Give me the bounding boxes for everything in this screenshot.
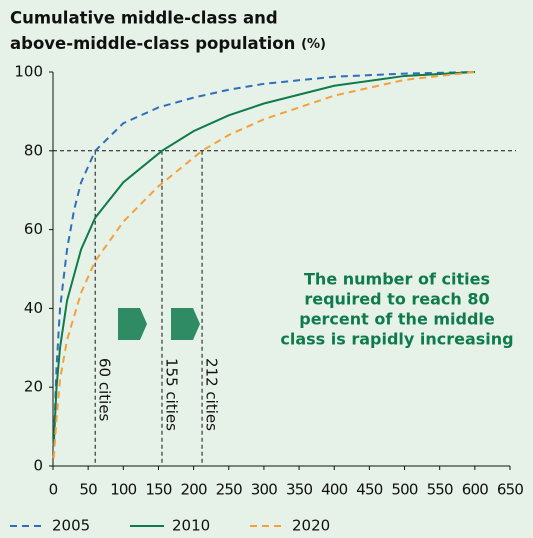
y-tick-label: 100 [14, 63, 43, 81]
annotation: required to reach 80 [304, 290, 489, 309]
marker-label: 155 cities [162, 358, 180, 431]
x-tick-label: 350 [286, 481, 312, 499]
x-tick-label: 600 [462, 481, 488, 499]
y-tick-label: 80 [24, 141, 43, 159]
line [52, 71, 475, 459]
annotation: class is rapidly increasing [280, 330, 513, 349]
line [52, 71, 475, 447]
x-tick-label: 0 [49, 481, 58, 499]
unit: (%) [301, 37, 326, 52]
marker-label: 60 cities [96, 358, 114, 422]
x-tick-label: 400 [321, 481, 347, 499]
legend-label: 2020 [292, 517, 330, 535]
x-tick-label: 650 [497, 481, 523, 499]
annotation: The number of cities [304, 270, 490, 289]
legend-label: 2010 [172, 517, 210, 535]
y-tick-label: 0 [33, 457, 43, 475]
y-tick-label: 20 [24, 378, 43, 396]
x-tick-label: 200 [180, 481, 206, 499]
annotation: percent of the middle [299, 310, 495, 329]
x-tick-label: 50 [79, 481, 97, 499]
y-tick-label: 60 [24, 220, 43, 238]
arrow [171, 308, 200, 340]
x-tick-label: 500 [391, 481, 417, 499]
x-tick-label: 150 [145, 481, 171, 499]
chart-title: above-middle-class population [10, 34, 295, 53]
x-tick-label: 100 [110, 481, 136, 499]
marker-label: 212 cities [203, 358, 221, 431]
chart-title: Cumulative middle-class and [10, 9, 278, 28]
line [52, 71, 475, 447]
x-tick-label: 450 [356, 481, 382, 499]
x-tick-label: 300 [251, 481, 277, 499]
x-tick-label: 550 [427, 481, 453, 499]
arrow [118, 308, 147, 340]
chart-title: above-middle-class population (%) [10, 34, 326, 53]
y-tick-label: 40 [24, 299, 43, 317]
legend-label: 2005 [52, 517, 90, 535]
x-tick-label: 250 [216, 481, 242, 499]
